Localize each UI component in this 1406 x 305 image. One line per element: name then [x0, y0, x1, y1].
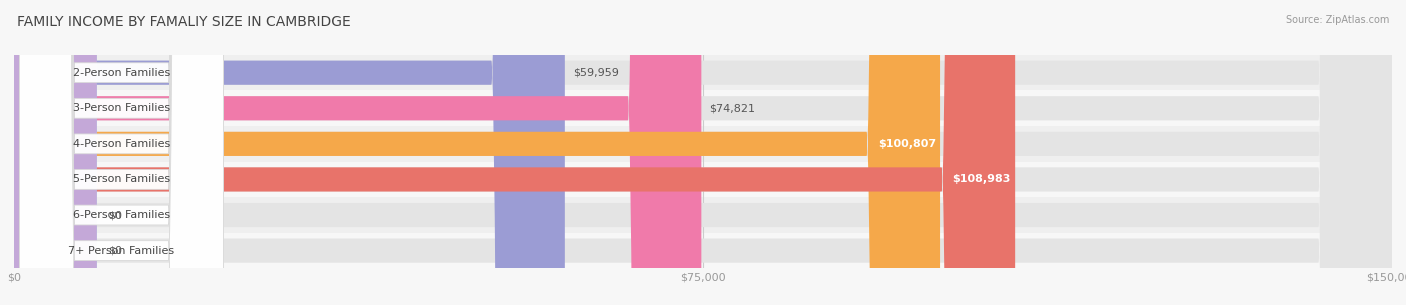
Bar	[14, 197, 1392, 233]
FancyBboxPatch shape	[14, 0, 97, 305]
Bar	[14, 233, 1392, 268]
FancyBboxPatch shape	[14, 0, 1392, 305]
FancyBboxPatch shape	[20, 0, 224, 305]
FancyBboxPatch shape	[14, 0, 1392, 305]
Text: 7+ Person Families: 7+ Person Families	[69, 246, 174, 256]
Text: $100,807: $100,807	[877, 139, 936, 149]
Text: 4-Person Families: 4-Person Families	[73, 139, 170, 149]
Text: $74,821: $74,821	[710, 103, 755, 113]
FancyBboxPatch shape	[20, 0, 224, 305]
Text: FAMILY INCOME BY FAMALIY SIZE IN CAMBRIDGE: FAMILY INCOME BY FAMALIY SIZE IN CAMBRID…	[17, 15, 350, 29]
FancyBboxPatch shape	[14, 0, 1392, 305]
FancyBboxPatch shape	[20, 0, 224, 305]
FancyBboxPatch shape	[14, 0, 1392, 305]
FancyBboxPatch shape	[14, 0, 702, 305]
Text: 5-Person Families: 5-Person Families	[73, 174, 170, 185]
Bar	[14, 55, 1392, 91]
Bar	[14, 126, 1392, 162]
Text: $108,983: $108,983	[953, 174, 1011, 185]
FancyBboxPatch shape	[14, 0, 565, 305]
FancyBboxPatch shape	[14, 0, 1392, 305]
Text: 3-Person Families: 3-Person Families	[73, 103, 170, 113]
FancyBboxPatch shape	[14, 0, 941, 305]
Bar	[14, 162, 1392, 197]
FancyBboxPatch shape	[14, 0, 97, 305]
FancyBboxPatch shape	[20, 0, 224, 305]
Text: Source: ZipAtlas.com: Source: ZipAtlas.com	[1285, 15, 1389, 25]
FancyBboxPatch shape	[14, 0, 1015, 305]
FancyBboxPatch shape	[14, 0, 1392, 305]
Text: 2-Person Families: 2-Person Families	[73, 68, 170, 78]
FancyBboxPatch shape	[20, 0, 224, 305]
Text: 6-Person Families: 6-Person Families	[73, 210, 170, 220]
Text: $59,959: $59,959	[574, 68, 619, 78]
Text: $0: $0	[108, 210, 122, 220]
Text: $0: $0	[108, 246, 122, 256]
Bar	[14, 91, 1392, 126]
FancyBboxPatch shape	[20, 0, 224, 305]
